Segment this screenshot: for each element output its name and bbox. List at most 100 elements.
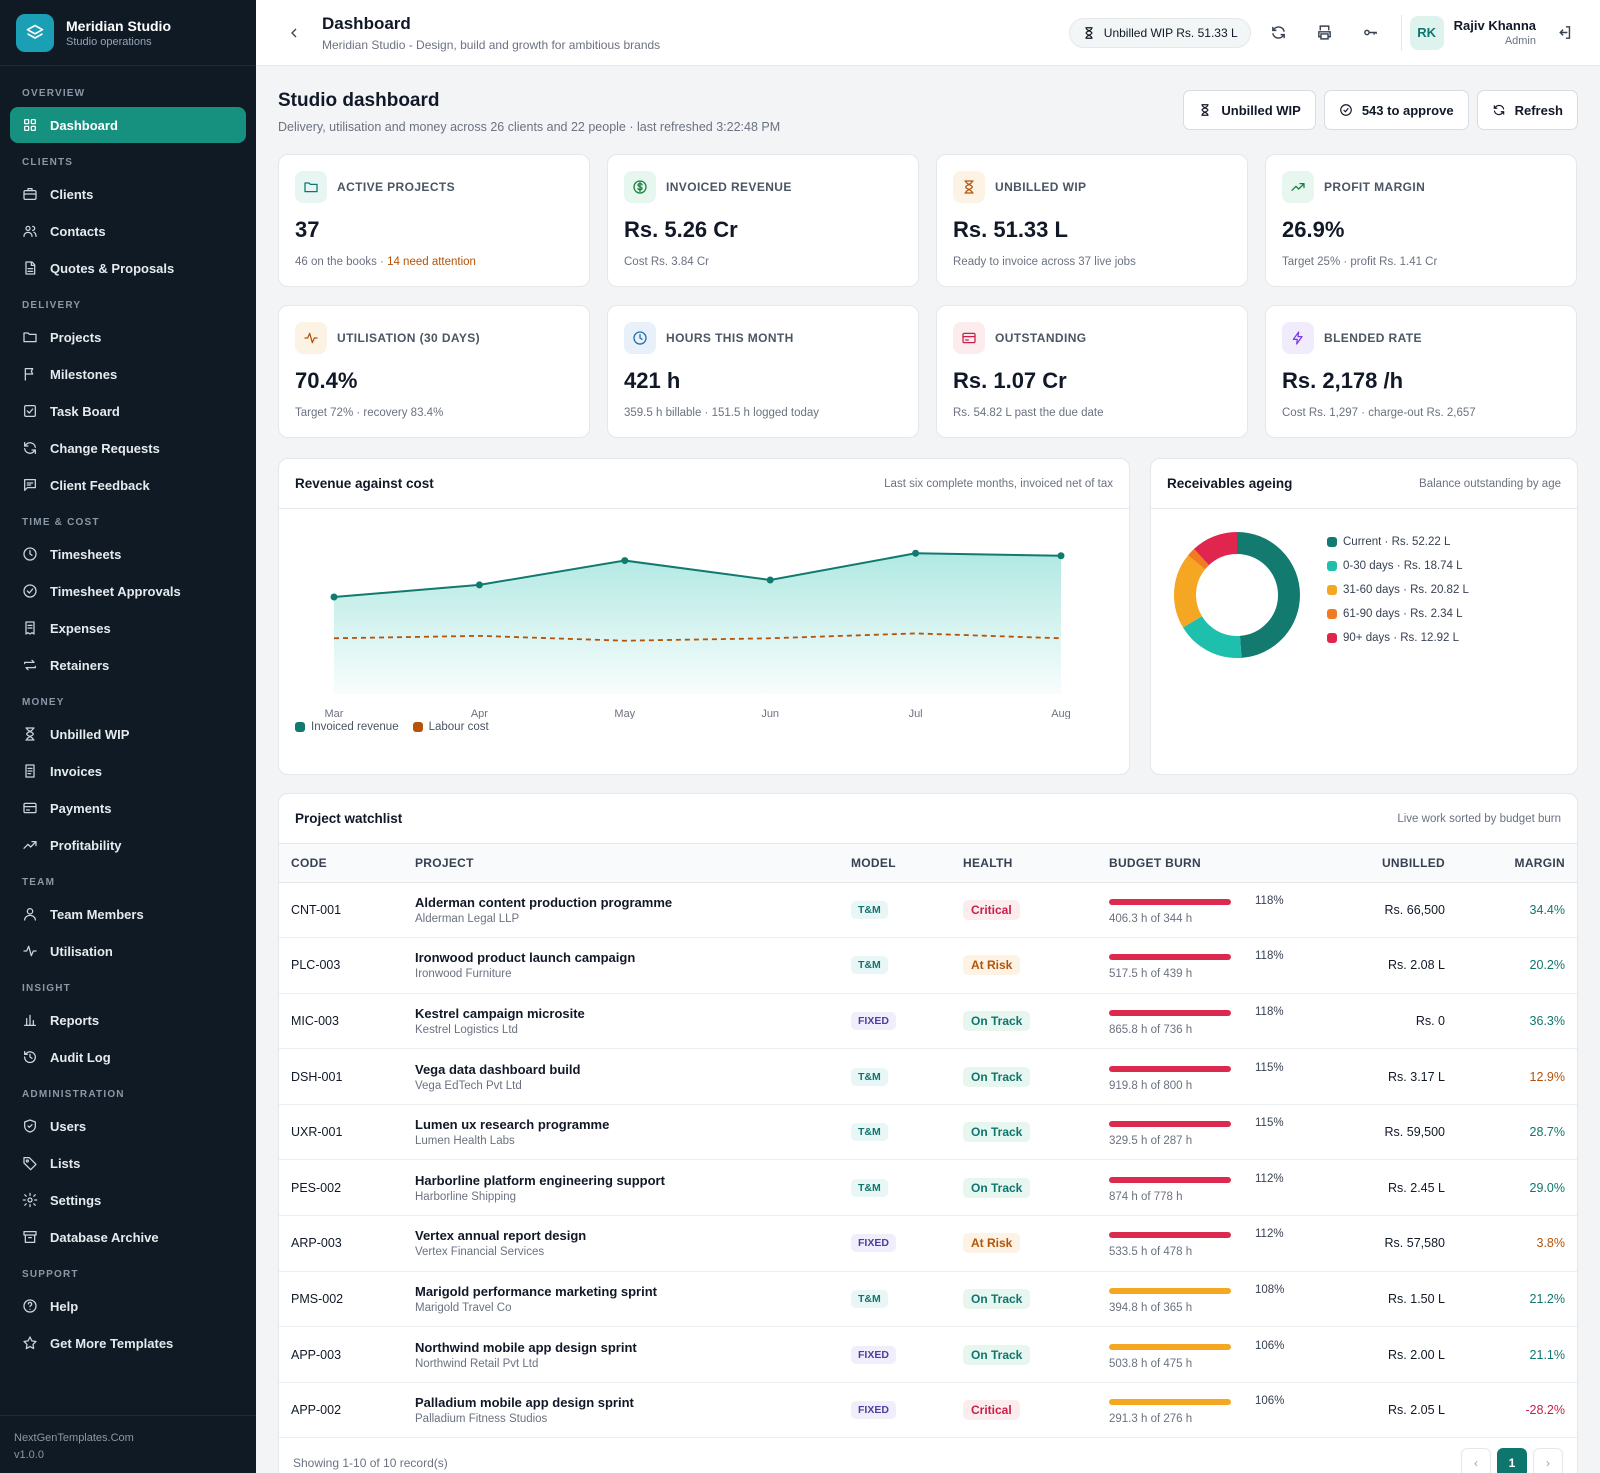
kpi-card-unbilled-wip[interactable]: UNBILLED WIP Rs. 51.33 L Ready to invoice … <box>936 154 1248 287</box>
table-row[interactable]: CNT-001 Alderman content production progr… <box>279 882 1577 939</box>
logout-button[interactable] <box>1546 15 1582 51</box>
col-margin[interactable]: MARGIN <box>1457 844 1577 883</box>
key-button[interactable] <box>1353 15 1389 51</box>
col-health[interactable]: HEALTH <box>951 844 1097 883</box>
data-point-revenue-jul[interactable] <box>912 549 920 557</box>
sidebar-item-contacts[interactable]: Contacts <box>10 213 246 249</box>
data-point-revenue-may[interactable] <box>621 557 629 565</box>
legend-item[interactable]: Invoiced revenue <box>295 721 399 733</box>
donut-slice-4[interactable] <box>1174 532 1300 658</box>
sidebar-item-settings[interactable]: Settings <box>10 1182 246 1218</box>
donut-legend-item[interactable]: Current · Rs. 52.22 L <box>1327 530 1469 554</box>
print-button[interactable] <box>1307 15 1343 51</box>
prev-page-button[interactable]: ‹ <box>1461 1448 1491 1473</box>
col-code[interactable]: CODE <box>279 844 403 883</box>
user-info[interactable]: Rajiv Khanna Admin <box>1454 18 1536 47</box>
project-name[interactable]: Ironwood product launch campaign <box>415 950 636 966</box>
table-row[interactable]: UXR-001 Lumen ux research programme Lumen … <box>279 1104 1577 1161</box>
data-point-revenue-aug[interactable] <box>1057 552 1065 560</box>
sidebar-item-retainers[interactable]: Retainers <box>10 647 246 683</box>
sidebar-item-audit-log[interactable]: Audit Log <box>10 1039 246 1075</box>
sidebar-item-timesheets[interactable]: Timesheets <box>10 536 246 572</box>
table-row[interactable]: PLC-003 Ironwood product launch campaign I… <box>279 937 1577 994</box>
project-name[interactable]: Palladium mobile app design sprint <box>415 1395 634 1411</box>
page-button-1[interactable]: 1 <box>1497 1448 1527 1473</box>
donut-slice-1[interactable] <box>1174 532 1300 658</box>
sidebar-item-profitability[interactable]: Profitability <box>10 827 246 863</box>
project-name[interactable]: Harborline platform engineering support <box>415 1172 665 1188</box>
col-model[interactable]: MODEL <box>839 844 951 883</box>
kpi-card-outstanding[interactable]: OUTSTANDING Rs. 1.07 Cr Rs. 54.82 L past t… <box>936 305 1248 438</box>
donut-legend-item[interactable]: 90+ days · Rs. 12.92 L <box>1327 626 1469 650</box>
kpi-card-blended-rate[interactable]: BLENDED RATE Rs. 2,178 /h Cost Rs. 1,297 ·… <box>1265 305 1577 438</box>
sidebar-item-client-feedback[interactable]: Client Feedback <box>10 467 246 503</box>
cell-unbilled: Rs. 1.50 L <box>1313 1271 1457 1328</box>
sidebar-item-reports[interactable]: Reports <box>10 1002 246 1038</box>
kpi-card-hours-this-month[interactable]: HOURS THIS MONTH 421 h 359.5 h billable · … <box>607 305 919 438</box>
donut-legend-item[interactable]: 31-60 days · Rs. 20.82 L <box>1327 578 1469 602</box>
avatar[interactable]: RK <box>1409 15 1444 50</box>
sidebar-item-payments[interactable]: Payments <box>10 790 246 826</box>
project-name[interactable]: Vertex annual report design <box>415 1228 587 1244</box>
table-row[interactable]: MIC-003 Kestrel campaign microsite Kestrel… <box>279 993 1577 1050</box>
sidebar-item-projects[interactable]: Projects <box>10 319 246 355</box>
donut-slice-2[interactable] <box>1174 532 1300 658</box>
sidebar-item-users[interactable]: Users <box>10 1108 246 1144</box>
kpi-card-profit-margin[interactable]: PROFIT MARGIN 26.9% Target 25% · profit Rs… <box>1265 154 1577 287</box>
sidebar-item-unbilled-wip[interactable]: Unbilled WIP <box>10 716 246 752</box>
data-point-revenue-jun[interactable] <box>766 576 774 584</box>
kpi-value: Rs. 51.33 L <box>953 217 1068 242</box>
trending-up-icon <box>1291 183 1305 191</box>
col-project[interactable]: PROJECT <box>403 844 839 883</box>
sidebar-item-get-more-templates[interactable]: Get More Templates <box>10 1325 246 1361</box>
table-row[interactable]: PMS-002 Marigold performance marketing sp… <box>279 1271 1577 1328</box>
project-name[interactable]: Vega data dashboard build <box>415 1061 581 1077</box>
project-name[interactable]: Marigold performance marketing sprint <box>415 1283 657 1299</box>
sync-button[interactable] <box>1261 15 1297 51</box>
nav-section-label: MONEY <box>22 697 65 708</box>
project-name[interactable]: Northwind mobile app design sprint <box>415 1339 637 1355</box>
sidebar-item-task-board[interactable]: Task Board <box>10 393 246 429</box>
kpi-card-utilisation-30-days[interactable]: UTILISATION (30 DAYS) 70.4% Target 72% · r… <box>278 305 590 438</box>
sidebar-item-change-requests[interactable]: Change Requests <box>10 430 246 466</box>
sidebar-item-help[interactable]: Help <box>10 1288 246 1324</box>
approve-button[interactable]: 543 to approve <box>1323 90 1469 130</box>
kpi-card-invoiced-revenue[interactable]: INVOICED REVENUE Rs. 5.26 Cr Cost Rs. 3.84… <box>607 154 919 287</box>
sidebar-item-milestones[interactable]: Milestones <box>10 356 246 392</box>
project-name[interactable]: Alderman content production programme <box>415 894 673 910</box>
table-row[interactable]: ARP-003 Vertex annual report design Vertex… <box>279 1215 1577 1272</box>
legend-item[interactable]: Labour cost <box>412 721 489 733</box>
table-row[interactable]: PES-002 Harborline platform engineering s… <box>279 1159 1577 1217</box>
next-page-button[interactable]: › <box>1533 1448 1563 1473</box>
donut-legend-item[interactable]: 0-30 days · Rs. 18.74 L <box>1327 554 1469 578</box>
table-row[interactable]: DSH-001 Vega data dashboard build Vega EdT… <box>279 1048 1577 1105</box>
data-point-revenue-mar[interactable] <box>330 593 338 601</box>
sidebar-item-clients[interactable]: Clients <box>10 176 246 212</box>
sidebar-item-invoices[interactable]: Invoices <box>10 753 246 789</box>
sidebar-item-lists[interactable]: Lists <box>10 1145 246 1181</box>
data-point-revenue-apr[interactable] <box>475 581 483 589</box>
sidebar-item-timesheet-approvals[interactable]: Timesheet Approvals <box>10 573 246 609</box>
unbilled-wip-button[interactable]: Unbilled WIP <box>1183 90 1316 130</box>
donut-legend-item[interactable]: 61-90 days · Rs. 2.34 L <box>1327 602 1469 626</box>
sidebar-item-expenses[interactable]: Expenses <box>10 610 246 646</box>
sidebar-item-database-archive[interactable]: Database Archive <box>10 1219 246 1255</box>
unbilled-wip-pill[interactable]: Unbilled WIP Rs. 51.33 L <box>1068 17 1251 48</box>
table-row[interactable]: APP-002 Palladium mobile app design sprin… <box>279 1382 1577 1439</box>
table-row[interactable]: APP-003 Northwind mobile app design sprin… <box>279 1326 1577 1383</box>
col-budget-burn[interactable]: BUDGET BURN <box>1097 844 1313 883</box>
project-name[interactable]: Kestrel campaign microsite <box>415 1005 585 1021</box>
col-unbilled[interactable]: UNBILLED <box>1313 844 1457 883</box>
sidebar-item-utilisation[interactable]: Utilisation <box>10 933 246 969</box>
sidebar-item-quotes-proposals[interactable]: Quotes & Proposals <box>10 250 246 286</box>
project-name[interactable]: Lumen ux research programme <box>415 1117 610 1133</box>
refresh-button[interactable]: Refresh <box>1476 90 1578 130</box>
cell-code: CNT-001 <box>279 882 403 939</box>
sidebar-item-team-members[interactable]: Team Members <box>10 896 246 932</box>
footer-site[interactable]: NextGenTemplates.Com <box>14 1432 134 1444</box>
kpi-card-active-projects[interactable]: ACTIVE PROJECTS 37 46 on the books · 14 ne… <box>278 154 590 287</box>
brand[interactable]: Meridian Studio Studio operations <box>0 0 256 66</box>
back-button[interactable] <box>276 15 312 51</box>
model-badge: FIXED <box>851 1011 896 1030</box>
sidebar-item-dashboard[interactable]: Dashboard <box>10 107 246 143</box>
